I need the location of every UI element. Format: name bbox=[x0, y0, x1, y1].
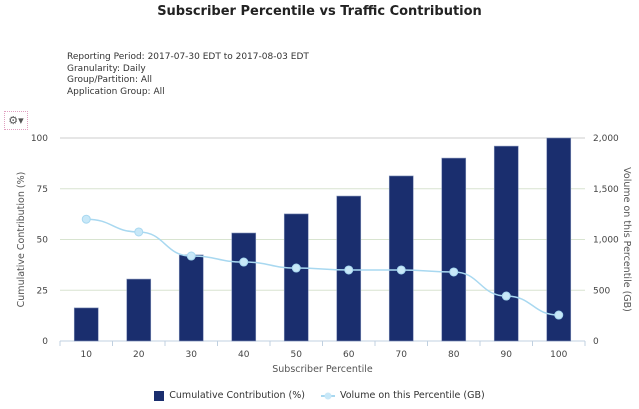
x-tick-label: 70 bbox=[396, 350, 408, 360]
bar bbox=[73, 307, 99, 342]
line-point bbox=[239, 257, 249, 267]
x-axis-title: Subscriber Percentile bbox=[272, 364, 373, 375]
y-tick-label: 25 bbox=[37, 286, 48, 296]
x-tick-label: 30 bbox=[186, 350, 198, 360]
x-tick-label: 20 bbox=[133, 350, 145, 360]
application-group: Application Group: All bbox=[67, 86, 165, 97]
legend: Cumulative Contribution (%) Volume on th… bbox=[0, 390, 639, 401]
y2-tick-label: 500 bbox=[593, 286, 610, 296]
line-series bbox=[86, 218, 559, 316]
y2-axis-title: Volume on this Percentile (GB) bbox=[621, 167, 632, 312]
line-point bbox=[501, 291, 511, 301]
bar bbox=[388, 175, 414, 342]
granularity: Granularity: Daily bbox=[67, 63, 146, 74]
bar bbox=[126, 278, 152, 342]
legend-swatch-line bbox=[320, 392, 335, 399]
reporting-period: Reporting Period: 2017-07-30 EDT to 2017… bbox=[67, 52, 309, 62]
x-tick-label: 40 bbox=[238, 350, 250, 360]
bar bbox=[546, 137, 572, 342]
bar bbox=[231, 232, 257, 342]
line-point bbox=[344, 265, 354, 275]
line-point bbox=[396, 265, 406, 275]
legend-item-bars[interactable]: Cumulative Contribution (%) bbox=[154, 390, 305, 401]
line-point bbox=[186, 251, 196, 261]
line-point bbox=[449, 267, 459, 277]
group-partition: Group/Partition: All bbox=[67, 75, 152, 85]
settings-menu-button[interactable]: ⚙▾ bbox=[4, 111, 28, 130]
legend-swatch-bars bbox=[154, 390, 165, 401]
y-tick-label: 100 bbox=[31, 134, 48, 144]
x-tick-label: 50 bbox=[291, 350, 303, 360]
x-tick-label: 60 bbox=[343, 350, 355, 360]
line-point bbox=[81, 214, 91, 224]
y2-tick-label: 0 bbox=[593, 337, 599, 347]
y2-tick-label: 1,000 bbox=[593, 236, 619, 246]
line-point bbox=[554, 310, 564, 320]
y-tick-label: 0 bbox=[42, 337, 48, 347]
y-axis-title: Cumulative Contribution (%) bbox=[16, 172, 27, 308]
line-point bbox=[134, 227, 144, 237]
x-tick-label: 10 bbox=[81, 350, 93, 360]
y2-tick-label: 1,500 bbox=[593, 185, 619, 195]
bar bbox=[441, 157, 467, 342]
y-tick-label: 50 bbox=[37, 236, 49, 246]
x-tick-label: 90 bbox=[501, 350, 513, 360]
bar bbox=[283, 213, 309, 342]
legend-item-line[interactable]: Volume on this Percentile (GB) bbox=[320, 390, 485, 401]
chart-title: Subscriber Percentile vs Traffic Contrib… bbox=[157, 4, 482, 19]
x-tick-label: 80 bbox=[448, 350, 460, 360]
report-meta: Reporting Period: 2017-07-30 EDT to 2017… bbox=[67, 52, 309, 98]
x-tick-label: 100 bbox=[550, 350, 567, 360]
bar bbox=[493, 145, 519, 342]
line-point bbox=[291, 263, 301, 273]
y2-tick-label: 2,000 bbox=[593, 134, 619, 144]
bar bbox=[178, 254, 204, 342]
gear-icon: ⚙▾ bbox=[8, 114, 24, 127]
y-tick-label: 75 bbox=[37, 185, 48, 195]
